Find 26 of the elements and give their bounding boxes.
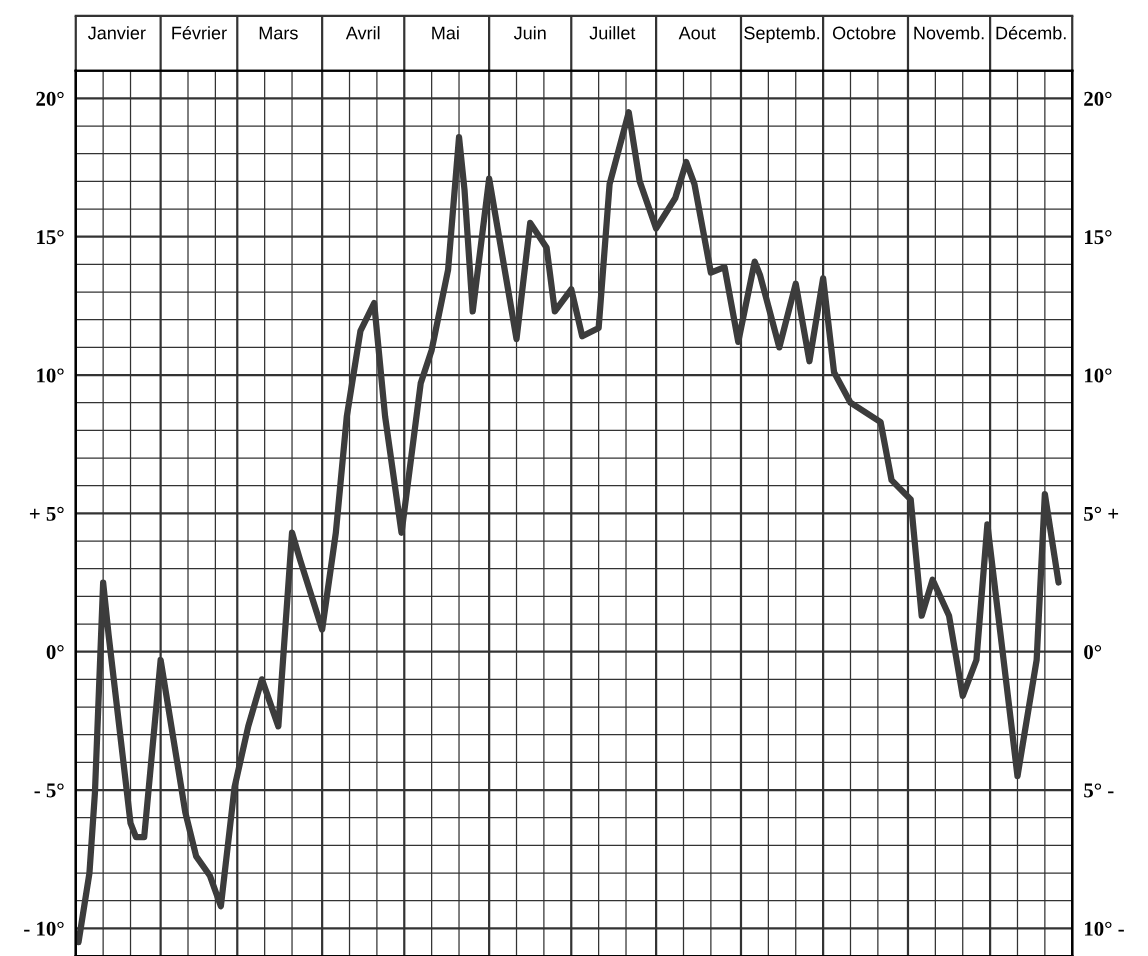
y2-tick-label: 10° -	[1085, 921, 1124, 936]
y2-tick-label: 5° -	[1084, 783, 1114, 798]
x-tick-label: Janvier	[88, 26, 146, 40]
y-tick-label: - 5°	[34, 783, 64, 798]
y-tick-label: - 10°	[24, 921, 64, 936]
y-tick-label: 0°	[46, 645, 64, 660]
x-tick-label: Juillet	[589, 26, 636, 40]
x-tick-label: Aout	[678, 26, 716, 40]
y2-tick-label: 10°	[1085, 368, 1112, 383]
x-tick-label: Mai	[432, 26, 459, 40]
x-tick-label: Septemb.	[744, 26, 820, 43]
y2-tick-label: 20°	[1084, 91, 1112, 106]
x-tick-label: Février	[172, 25, 227, 40]
y-tick-label: 20°	[36, 91, 64, 106]
x-tick-label: Décemb.	[996, 25, 1066, 40]
x-tick-label: Avril	[345, 26, 380, 40]
x-tick-label: Mars	[259, 26, 298, 40]
y2-tick-label: 5° +	[1084, 506, 1119, 521]
y-tick-label: + 5°	[29, 506, 64, 521]
y2-tick-label: 0°	[1084, 645, 1102, 660]
y-tick-label: 15°	[37, 230, 64, 245]
x-tick-label: Juin	[513, 26, 546, 40]
y-tick-label: 10°	[37, 368, 64, 383]
y2-tick-label: 15°	[1085, 230, 1112, 245]
x-tick-label: Novemb.	[914, 26, 984, 40]
x-tick-label: Octobre	[832, 26, 896, 40]
